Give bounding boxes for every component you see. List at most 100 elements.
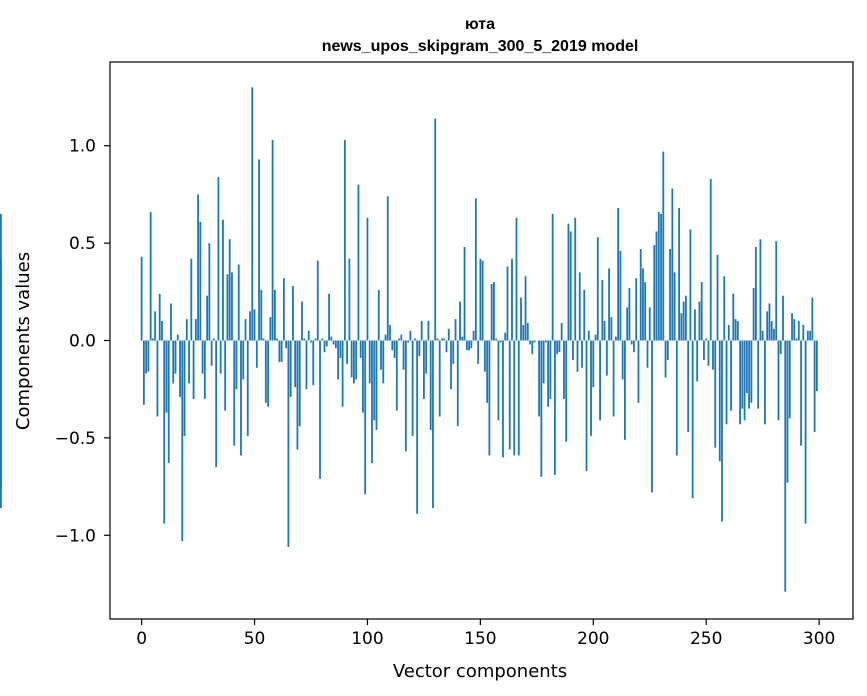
bar-274 bbox=[759, 239, 762, 341]
bar-104 bbox=[375, 340, 378, 431]
bar-121 bbox=[413, 338, 416, 341]
bar-226 bbox=[651, 340, 653, 493]
bar-223 bbox=[644, 282, 647, 341]
x-tick-label: 250 bbox=[690, 629, 722, 649]
bar-138 bbox=[452, 340, 455, 364]
bar-206 bbox=[605, 340, 608, 376]
bar-207 bbox=[608, 268, 610, 341]
bar-61 bbox=[278, 340, 281, 362]
bar-129 bbox=[432, 340, 434, 508]
bar-239 bbox=[680, 313, 683, 341]
bar-103 bbox=[373, 340, 376, 421]
bar-8 bbox=[158, 293, 161, 341]
bar-152 bbox=[483, 340, 486, 372]
bar-159 bbox=[499, 340, 502, 343]
bar-12 bbox=[167, 340, 170, 464]
bar-116 bbox=[402, 340, 405, 370]
bar-127 bbox=[427, 321, 430, 341]
bar-87 bbox=[337, 340, 339, 380]
bar-203 bbox=[599, 340, 601, 421]
bar-225 bbox=[648, 307, 651, 341]
bar-215 bbox=[626, 307, 629, 341]
bar-38 bbox=[226, 274, 229, 341]
bar-270 bbox=[750, 340, 753, 403]
bar-42 bbox=[235, 340, 238, 390]
bar-27 bbox=[201, 340, 204, 374]
bar-54 bbox=[262, 338, 265, 341]
bar-251 bbox=[707, 340, 710, 366]
bar-70 bbox=[298, 340, 301, 427]
bar-66 bbox=[289, 340, 292, 397]
bar-97 bbox=[359, 340, 362, 359]
bar-205 bbox=[603, 321, 606, 341]
bar-11 bbox=[165, 340, 168, 413]
bar-78 bbox=[316, 260, 319, 341]
bar-275 bbox=[761, 330, 764, 341]
bar-144 bbox=[465, 340, 468, 351]
bar-21 bbox=[188, 340, 190, 384]
bar-137 bbox=[450, 340, 452, 390]
bar-24 bbox=[194, 319, 197, 341]
bar-25 bbox=[197, 194, 199, 341]
bar-156 bbox=[493, 282, 495, 341]
chart-title-line-1: юта bbox=[465, 16, 495, 33]
bar-30 bbox=[208, 243, 211, 341]
bar-55 bbox=[264, 340, 267, 403]
bar-196 bbox=[583, 289, 586, 341]
bar-117 bbox=[404, 340, 407, 452]
bar-257 bbox=[721, 340, 723, 522]
bar-238 bbox=[678, 208, 681, 341]
bar-204 bbox=[601, 280, 604, 341]
bar-246 bbox=[696, 340, 699, 382]
bar-71 bbox=[301, 301, 303, 341]
bar-233 bbox=[666, 340, 669, 360]
bar-255 bbox=[716, 254, 719, 341]
bar-153 bbox=[486, 340, 489, 403]
bar-53 bbox=[260, 289, 263, 341]
bar-150 bbox=[479, 258, 482, 341]
bar-201 bbox=[594, 334, 597, 341]
bar-37 bbox=[224, 340, 227, 411]
bar-109 bbox=[386, 196, 389, 341]
bar-297 bbox=[811, 297, 814, 341]
bar-51 bbox=[255, 340, 258, 368]
bar-269 bbox=[748, 340, 751, 409]
bar-123 bbox=[418, 340, 421, 357]
y-tick-label: −0.5 bbox=[55, 429, 96, 449]
bar-163 bbox=[508, 340, 511, 450]
x-axis-label: Vector components bbox=[393, 661, 567, 682]
bar-133 bbox=[441, 338, 443, 341]
x-tick-label: 200 bbox=[577, 629, 609, 649]
bar-249 bbox=[703, 340, 705, 360]
bar-102 bbox=[371, 340, 373, 464]
bar-169 bbox=[522, 324, 525, 341]
bar-284 bbox=[782, 295, 784, 341]
bar-44 bbox=[240, 340, 242, 456]
bar-295 bbox=[806, 330, 809, 341]
bar-67 bbox=[292, 285, 294, 341]
bar-84 bbox=[330, 336, 333, 341]
bar-16 bbox=[176, 334, 179, 341]
bar-75 bbox=[310, 340, 312, 343]
bar-288 bbox=[791, 313, 793, 341]
bar-291 bbox=[797, 321, 800, 341]
bar-253 bbox=[712, 340, 714, 370]
bar-143 bbox=[463, 247, 466, 341]
plot-frame bbox=[109, 61, 854, 620]
bar-36 bbox=[222, 219, 224, 341]
bar-82 bbox=[325, 340, 328, 347]
bar-259 bbox=[725, 340, 728, 425]
bar-62 bbox=[280, 340, 283, 362]
bar-120 bbox=[411, 340, 414, 436]
bar-139 bbox=[454, 319, 457, 341]
bar-92 bbox=[348, 258, 351, 341]
bar-165 bbox=[513, 340, 516, 456]
bar-294 bbox=[804, 340, 807, 524]
bar-148 bbox=[474, 198, 477, 341]
bar-73 bbox=[305, 340, 308, 390]
bar-0 bbox=[140, 256, 143, 341]
bar-4 bbox=[149, 211, 152, 341]
bar-161 bbox=[504, 332, 507, 341]
bar-258 bbox=[723, 276, 726, 341]
bar-268 bbox=[745, 340, 748, 394]
